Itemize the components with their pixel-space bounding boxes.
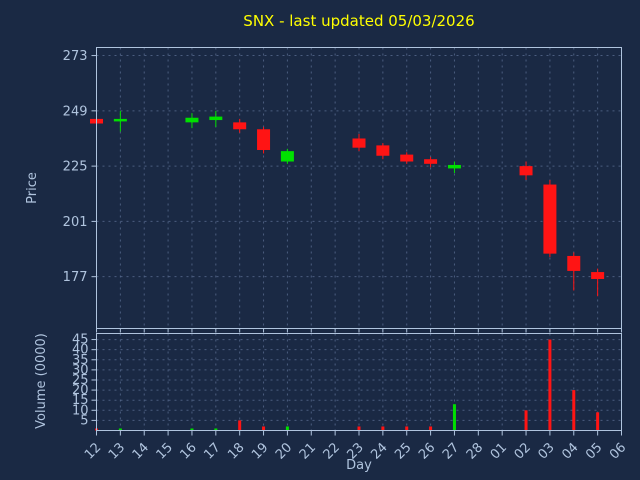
volume-bar (262, 426, 266, 431)
day-tick-label: 02 (512, 440, 534, 462)
price-tick-label: 177 (63, 270, 88, 285)
candles-layer (90, 110, 605, 297)
candle-body (113, 118, 127, 122)
volume-bar (429, 426, 433, 431)
volume-bar (238, 420, 242, 431)
x-axis-label: Day (346, 458, 372, 473)
volume-bar (381, 426, 385, 431)
day-tick-label: 01 (488, 440, 510, 462)
volume-axis-label: Volume (0000) (34, 333, 49, 429)
candle-body (400, 154, 414, 162)
volume-bar (596, 412, 600, 431)
price-tick-label: 249 (63, 104, 88, 119)
day-tick-label: 03 (535, 440, 557, 462)
day-tick-label: 13 (106, 440, 128, 462)
volume-tick-label: 20 (72, 383, 89, 398)
price-tick-label: 273 (63, 49, 88, 64)
volume-tick-label: 40 (72, 343, 89, 358)
volume-bar (405, 426, 409, 431)
candle-body (424, 159, 438, 164)
day-tick-label: 26 (416, 440, 438, 462)
volume-tick-label: 25 (72, 373, 89, 388)
candle-body (352, 138, 366, 148)
day-tick-label: 25 (392, 440, 414, 462)
candle-body (257, 129, 271, 150)
volume-bar (548, 339, 552, 431)
candle-body (209, 116, 223, 121)
day-tick-label: 05 (583, 440, 605, 462)
volume-bar (118, 428, 122, 431)
volume-bar (357, 426, 361, 431)
volume-tick-label: 15 (72, 393, 89, 408)
candle-body (280, 151, 294, 162)
volume-bars-layer (95, 339, 600, 431)
day-tick-label: 12 (82, 440, 104, 462)
price-axis-label: Price (25, 172, 40, 204)
candle-body (567, 255, 581, 271)
volume-bar (572, 390, 576, 431)
chart-title: SNX - last updated 05/03/2026 (243, 12, 474, 30)
price-tick-label: 225 (63, 160, 88, 175)
grid-layer (96, 47, 622, 431)
volume-tick-label: 35 (72, 353, 89, 368)
day-tick-label: 17 (201, 440, 223, 462)
volume-bar (452, 404, 456, 431)
candle-body (591, 272, 605, 279)
price-tick-label: 201 (63, 215, 88, 230)
candle-body (233, 122, 247, 130)
day-tick-label: 06 (607, 440, 629, 462)
day-tick-label: 21 (297, 440, 319, 462)
volume-bar (524, 410, 528, 431)
candle-body (185, 117, 199, 123)
volume-tick-label: 45 (72, 333, 89, 348)
day-tick-label: 19 (249, 440, 271, 462)
volume-tick-label: 10 (72, 403, 89, 418)
day-tick-label: 15 (154, 440, 176, 462)
volume-tick-label: 5 (80, 413, 88, 428)
candle-body (376, 145, 390, 156)
candle-body (447, 164, 461, 169)
day-tick-label: 22 (321, 440, 343, 462)
day-tick-label: 04 (559, 440, 581, 462)
day-tick-label: 28 (464, 440, 486, 462)
day-tick-label: 18 (225, 440, 247, 462)
day-tick-label: 16 (177, 440, 199, 462)
volume-bar (285, 426, 289, 431)
day-tick-label: 27 (440, 440, 462, 462)
candle-body (543, 184, 557, 254)
volume-tick-label: 30 (72, 363, 89, 378)
candle-body (519, 166, 533, 176)
day-tick-label: 20 (273, 440, 295, 462)
volume-bar (190, 428, 194, 431)
day-tick-label: 14 (130, 440, 152, 462)
volume-bar (214, 428, 218, 431)
